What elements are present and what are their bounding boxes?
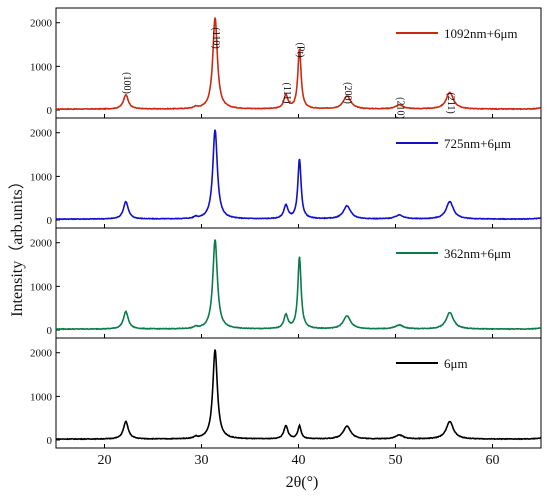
y-tick-label: 0 bbox=[47, 435, 53, 447]
series-line bbox=[55, 129, 542, 221]
legend-label: 362nm+6μm bbox=[444, 246, 511, 261]
legend-label: 6μm bbox=[444, 356, 468, 371]
x-axis-title: 2θ(°) bbox=[286, 474, 319, 491]
x-tick-label: 30 bbox=[195, 453, 209, 468]
panel-1: 0 1000 2000 1092nm+6μm (100) (110) (111) (Pt) (2… bbox=[30, 7, 542, 119]
y-tick-label: 1000 bbox=[30, 391, 53, 403]
y-tick-label: 0 bbox=[47, 105, 53, 117]
peak-label: (211) bbox=[445, 92, 456, 113]
series-line bbox=[55, 17, 542, 111]
y-tick-label: 1000 bbox=[30, 281, 53, 293]
legend-label: 725nm+6μm bbox=[444, 136, 511, 151]
panel-2: 0 1000 2000 725nm+6μm bbox=[30, 117, 542, 229]
y-axis-title: Intensity（arb.units） bbox=[8, 173, 26, 317]
x-tick-label: 20 bbox=[98, 453, 112, 468]
peak-label: (100) bbox=[121, 72, 132, 94]
y-tick-label: 2000 bbox=[30, 18, 53, 30]
peak-label: (110) bbox=[210, 27, 221, 48]
legend-label: 1092nm+6μm bbox=[444, 26, 518, 41]
x-tick-label: 60 bbox=[486, 453, 500, 468]
y-tick-label: 0 bbox=[47, 325, 53, 337]
y-tick-label: 2000 bbox=[30, 348, 53, 360]
y-tick-label: 0 bbox=[47, 215, 53, 227]
panel-4: 0 1000 2000 6μm bbox=[30, 337, 542, 449]
y-tick-label: 1000 bbox=[30, 61, 53, 73]
y-tick-label: 1000 bbox=[30, 171, 53, 183]
peak-label: (Pt) bbox=[294, 43, 305, 58]
series-line bbox=[55, 349, 542, 441]
x-tick-label: 50 bbox=[389, 453, 403, 468]
peak-label: (200) bbox=[342, 82, 353, 104]
y-tick-label: 2000 bbox=[30, 128, 53, 140]
x-tick-label: 40 bbox=[292, 453, 306, 468]
series-line bbox=[55, 239, 542, 331]
panels-group: 0100020001092nm+6μm(100)(110)(111)(Pt)(2… bbox=[30, 7, 542, 468]
y-tick-label: 2000 bbox=[30, 238, 53, 250]
peak-label: (210) bbox=[394, 97, 405, 119]
panel-3: 0 1000 2000 362nm+6μm bbox=[30, 227, 542, 339]
peak-label: (111) bbox=[281, 83, 292, 104]
